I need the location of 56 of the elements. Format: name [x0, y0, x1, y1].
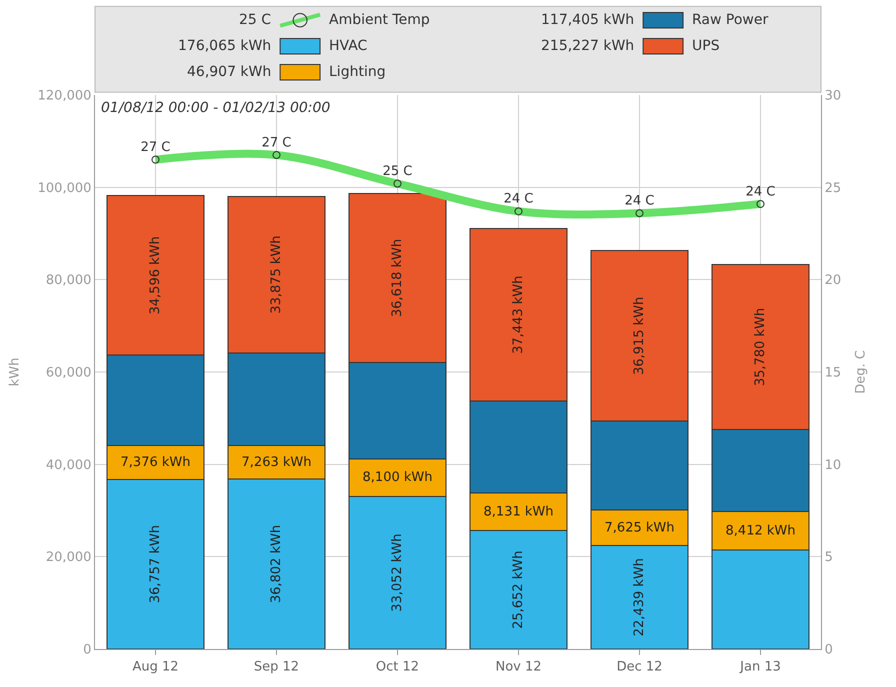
text: 215,227 kWh — [541, 38, 634, 54]
data-label: 7,263 kWh — [242, 454, 312, 470]
data-label: 36,618 kWh — [390, 238, 405, 318]
y2-axis-title: Deg. C — [854, 350, 869, 394]
legend-label: Ambient Temp — [329, 12, 430, 28]
y-tick-label: 80,000 — [46, 273, 92, 288]
data-label: 36,915 kWh — [632, 296, 647, 376]
data-label: 36,757 kWh — [148, 525, 163, 604]
data-label: 8,131 kWh — [484, 504, 554, 520]
y2-tick-label: 25 — [824, 180, 842, 196]
x-tick-label: Nov 12 — [495, 660, 542, 675]
y-tick-label: 0 — [83, 642, 92, 658]
data-label: 35,780 kWh — [753, 308, 768, 386]
data-label: 37,443 kWh — [511, 276, 526, 354]
legend-label: UPS — [692, 38, 720, 54]
y-tick-label: 40,000 — [46, 458, 92, 473]
y-axis-title: kWh — [8, 358, 23, 386]
x-tick-label: Oct 12 — [376, 660, 420, 675]
data-label: 25,652 kWh — [511, 550, 526, 629]
data-label: 8,412 kWh — [726, 523, 796, 538]
legend-label: Raw Power — [692, 12, 768, 28]
text: 46,907 kWh — [187, 64, 272, 80]
data-label: 8,100 kWh — [362, 470, 432, 486]
y-tick-label: 20,000 — [46, 550, 92, 566]
x-tick-label: Dec 12 — [616, 660, 662, 675]
legend-label: Lighting — [329, 64, 386, 80]
x-tick-label: Sep 12 — [254, 660, 300, 675]
y2-tick-label: 10 — [824, 458, 842, 473]
y2-tick-label: 30 — [824, 88, 842, 104]
data-label: 24 C — [746, 184, 776, 200]
text: 117,405 kWh — [541, 12, 634, 28]
data-label: 33,052 kWh — [390, 534, 405, 612]
y-tick-label: 120,000 — [38, 88, 92, 104]
data-label: 36,802 kWh — [269, 524, 284, 604]
y2-tick-label: 15 — [824, 366, 842, 381]
data-label: 22,439 kWh — [632, 558, 647, 636]
data-label: 24 C — [504, 192, 534, 207]
x-tick-label: Jan 13 — [739, 660, 781, 675]
y-tick-label: 100,000 — [38, 180, 92, 196]
data-label: 7,625 kWh — [604, 520, 674, 536]
legend-label: HVAC — [329, 38, 368, 54]
x-tick-label: Aug 12 — [132, 660, 179, 675]
y2-tick-label: 0 — [824, 642, 833, 658]
data-label: 25 C — [382, 164, 412, 180]
data-label: 27 C — [262, 135, 292, 150]
y-tick-label: 60,000 — [46, 366, 92, 381]
y2-tick-label: 5 — [824, 550, 833, 566]
data-label: 7,376 kWh — [120, 454, 190, 470]
text: 176,065 kWh — [178, 38, 272, 54]
text: 25 C — [239, 12, 272, 28]
data-label: 24 C — [624, 194, 654, 209]
y2-tick-label: 20 — [824, 273, 842, 288]
annotation: 01/08/12 00:00 - 01/02/13 00:00 — [101, 100, 330, 116]
data-label: 33,875 kWh — [269, 235, 284, 314]
data-label: 34,596 kWh — [148, 236, 163, 314]
data-label: 27 C — [140, 140, 170, 156]
